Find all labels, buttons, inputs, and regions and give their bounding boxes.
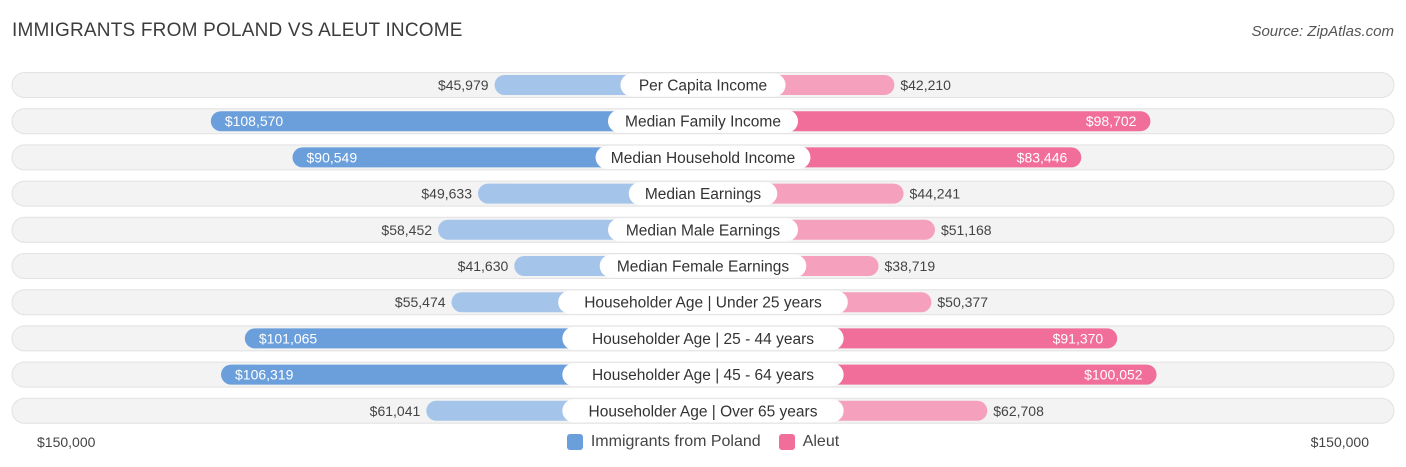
value-aleut-median-earnings: $44,241 <box>910 186 961 202</box>
value-poland-householder-age-under-25-years: $55,474 <box>395 294 446 310</box>
bar-poland-median-family-income <box>210 111 704 132</box>
category-pill <box>608 109 798 133</box>
category-label-householder-age-under-25-years: Householder Age | Under 25 years <box>584 295 822 312</box>
category-label-median-male-earnings: Median Male Earnings <box>626 222 780 239</box>
category-pill <box>595 145 811 169</box>
category-pill <box>608 218 798 242</box>
row-householder-age-25-44-years: $101,065 $91,370 Householder Age | 25 - 44… <box>11 325 1395 352</box>
category-pill <box>562 399 844 423</box>
category-pill <box>562 326 844 350</box>
value-aleut-per-capita-income: $42,210 <box>900 77 951 93</box>
category-pill <box>558 290 848 314</box>
category-label-median-earnings: Median Earnings <box>645 186 762 203</box>
legend-swatch-aleut <box>778 434 795 450</box>
legend-item-poland[interactable]: Immigrants from Poland <box>566 433 761 451</box>
axis-left-label: $150,000 <box>37 434 96 450</box>
value-aleut-median-household-income: $83,446 <box>1017 149 1068 165</box>
legend: Immigrants from Poland Aleut <box>0 432 1406 452</box>
row-median-earnings: $49,633 $44,241 Median Earnings <box>11 180 1395 207</box>
category-pill <box>599 254 807 278</box>
value-poland-householder-age-over-65-years: $61,041 <box>370 403 421 419</box>
row-per-capita-income: $45,979 $42,210 Per Capita Income <box>11 72 1395 98</box>
category-label-householder-age-25-44-years: Householder Age | 25 - 44 years <box>592 331 814 348</box>
axis-right-label: $150,000 <box>1310 434 1369 450</box>
row-householder-age-45-64-years: $106,319 $100,052 Householder Age | 45 - 6… <box>11 361 1395 388</box>
row-householder-age-over-65-years: $61,041 $62,708 Householder Age | Over 65 … <box>11 397 1395 424</box>
row-median-household-income: $90,549 $83,446 Median Household Income <box>11 144 1395 171</box>
category-label-householder-age-45-64-years: Householder Age | 45 - 64 years <box>592 367 814 384</box>
category-label-per-capita-income: Per Capita Income <box>639 78 767 95</box>
source-label: Source: ZipAtlas.com <box>1251 23 1394 40</box>
legend-label-poland: Immigrants from Poland <box>590 433 761 450</box>
legend-item-aleut[interactable]: Aleut <box>778 433 840 451</box>
chart-title: IMMIGRANTS FROM POLAND VS ALEUT INCOME <box>12 20 463 41</box>
value-aleut-householder-age-under-25-years: $50,377 <box>937 294 988 310</box>
value-poland-householder-age-45-64-years: $106,319 <box>235 367 294 383</box>
value-aleut-householder-age-over-65-years: $62,708 <box>993 403 1044 419</box>
row-householder-age-under-25-years: $55,474 $50,377 Householder Age | Under 25… <box>11 289 1395 316</box>
value-poland-median-male-earnings: $58,452 <box>381 222 432 238</box>
category-label-median-female-earnings: Median Female Earnings <box>617 259 790 276</box>
value-poland-per-capita-income: $45,979 <box>438 77 489 93</box>
row-median-family-income: $108,570 $98,702 Median Family Income <box>11 108 1395 135</box>
value-aleut-median-family-income: $98,702 <box>1086 113 1137 129</box>
value-poland-median-family-income: $108,570 <box>225 113 284 129</box>
legend-label-aleut: Aleut <box>802 433 840 450</box>
category-pill <box>562 363 844 387</box>
row-median-female-earnings: $41,630 $38,719 Median Female Earnings <box>11 253 1395 279</box>
value-aleut-householder-age-25-44-years: $91,370 <box>1053 330 1104 346</box>
value-aleut-median-male-earnings: $51,168 <box>941 222 992 238</box>
value-poland-median-earnings: $49,633 <box>421 186 472 202</box>
legend-swatch-poland <box>566 434 583 450</box>
category-pill <box>620 73 786 97</box>
value-poland-householder-age-25-44-years: $101,065 <box>259 330 318 346</box>
category-label-median-family-income: Median Family Income <box>625 114 781 131</box>
bar-aleut-median-family-income <box>703 111 1151 132</box>
category-pill <box>628 182 778 206</box>
value-poland-median-household-income: $90,549 <box>307 149 358 165</box>
value-aleut-median-female-earnings: $38,719 <box>885 258 936 274</box>
value-aleut-householder-age-45-64-years: $100,052 <box>1084 367 1143 383</box>
category-label-median-household-income: Median Household Income <box>611 150 795 167</box>
category-label-householder-age-over-65-years: Householder Age | Over 65 years <box>589 403 818 420</box>
row-median-male-earnings: $58,452 $51,168 Median Male Earnings <box>11 216 1395 243</box>
value-poland-median-female-earnings: $41,630 <box>458 258 509 274</box>
